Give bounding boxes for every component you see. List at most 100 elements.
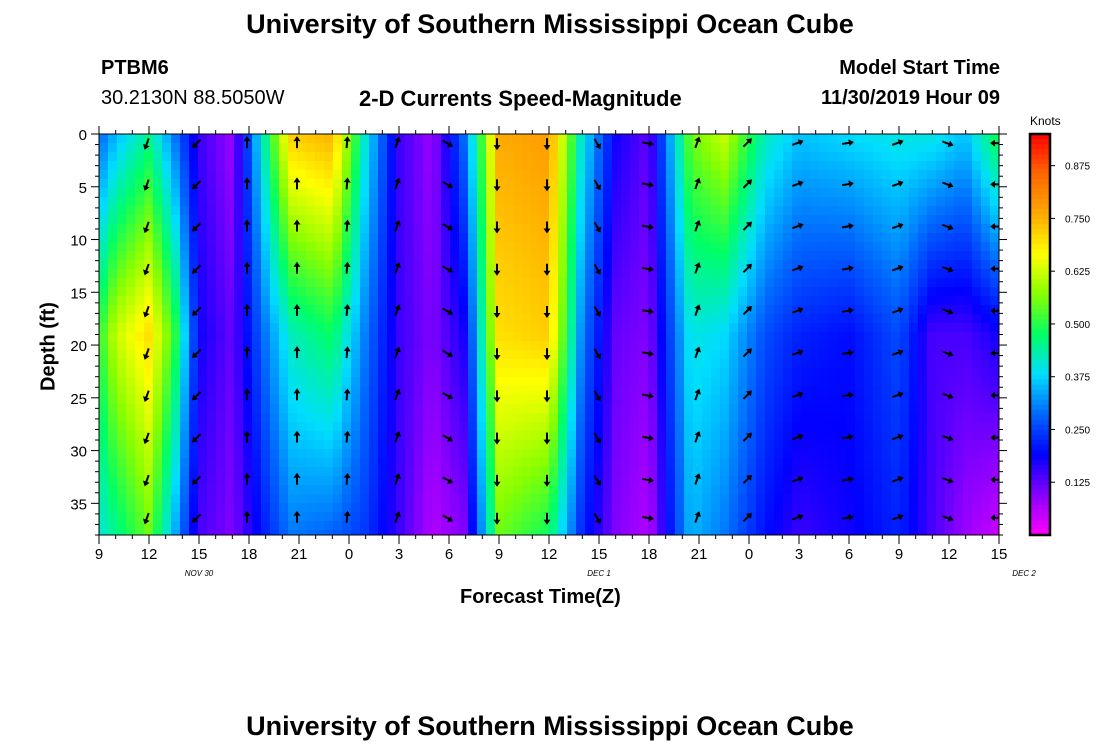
current-arrow xyxy=(791,222,804,230)
heatmap-cell xyxy=(612,179,622,189)
heatmap-cell xyxy=(387,377,397,387)
heatmap-cell xyxy=(702,368,712,378)
heatmap-cell xyxy=(441,134,451,144)
heatmap-cell xyxy=(639,530,649,535)
heatmap-cell xyxy=(594,314,604,324)
heatmap-cell xyxy=(513,242,523,252)
heatmap-cell xyxy=(720,278,730,288)
heatmap-cell xyxy=(846,503,856,513)
heatmap-cell xyxy=(414,485,424,495)
heatmap-cell xyxy=(603,314,613,324)
heatmap-cell xyxy=(747,332,757,342)
heatmap-cell xyxy=(513,179,523,189)
heatmap-cell xyxy=(747,521,757,531)
heatmap-cell xyxy=(414,278,424,288)
heatmap-cell xyxy=(567,278,577,288)
heatmap-cell xyxy=(702,278,712,288)
colorbar-segment xyxy=(1030,354,1050,361)
heatmap-cell xyxy=(126,215,136,225)
heatmap-cell xyxy=(189,368,199,378)
heatmap-cell xyxy=(378,278,388,288)
heatmap-cell xyxy=(918,206,928,216)
heatmap-cell xyxy=(918,485,928,495)
heatmap-cell xyxy=(756,305,766,315)
heatmap-cell xyxy=(342,269,352,279)
heatmap-cell xyxy=(369,359,379,369)
heatmap-cell xyxy=(333,233,343,243)
heatmap-cell xyxy=(468,512,478,522)
heatmap-cell xyxy=(189,233,199,243)
heatmap-cell xyxy=(414,404,424,414)
heatmap-cell xyxy=(738,152,748,162)
heatmap-cell xyxy=(126,323,136,333)
heatmap-cell xyxy=(180,269,190,279)
heatmap-cell xyxy=(810,305,820,315)
heatmap-cell xyxy=(792,413,802,423)
heatmap-cell xyxy=(855,188,865,198)
heatmap-cell xyxy=(468,440,478,450)
heatmap-cell xyxy=(711,170,721,180)
heatmap-cell xyxy=(981,161,991,171)
heatmap-cell xyxy=(117,386,127,396)
heatmap-cell xyxy=(774,170,784,180)
heatmap-cell xyxy=(405,134,415,144)
heatmap-cell xyxy=(531,278,541,288)
heatmap-cell xyxy=(324,494,334,504)
heatmap-cell xyxy=(189,467,199,477)
heatmap-cell xyxy=(477,161,487,171)
heatmap-cell xyxy=(909,287,919,297)
heatmap-cell xyxy=(333,485,343,495)
heatmap-cell xyxy=(666,143,676,153)
heatmap-cell xyxy=(810,161,820,171)
heatmap-cell xyxy=(369,251,379,261)
heatmap-cell xyxy=(810,260,820,270)
heatmap-cell xyxy=(324,377,334,387)
heatmap-cell xyxy=(549,332,559,342)
heatmap-cell xyxy=(189,503,199,513)
heatmap-cell xyxy=(297,197,307,207)
heatmap-cell xyxy=(171,188,181,198)
heatmap-cell xyxy=(414,242,424,252)
heatmap-cell xyxy=(324,206,334,216)
heatmap-cell xyxy=(756,296,766,306)
heatmap-cell xyxy=(369,341,379,351)
heatmap-cell xyxy=(729,206,739,216)
heatmap-cell xyxy=(126,422,136,432)
heatmap-cell xyxy=(864,296,874,306)
heatmap-cell xyxy=(666,179,676,189)
heatmap-cell xyxy=(909,188,919,198)
heatmap-cell xyxy=(693,278,703,288)
heatmap-cell xyxy=(495,341,505,351)
colorbar-segment xyxy=(1030,369,1050,376)
heatmap-cell xyxy=(342,233,352,243)
heatmap-cell xyxy=(288,395,298,405)
heatmap-cell xyxy=(459,485,469,495)
heatmap-cell xyxy=(747,404,757,414)
heatmap-cell xyxy=(594,431,604,441)
heatmap-cell xyxy=(135,512,145,522)
heatmap-cell xyxy=(783,188,793,198)
heatmap-cell xyxy=(432,143,442,153)
heatmap-cell xyxy=(810,206,820,216)
colorbar-segment xyxy=(1030,269,1050,275)
heatmap-cell xyxy=(981,359,991,369)
heatmap-cell xyxy=(882,440,892,450)
heatmap-cell xyxy=(738,440,748,450)
heatmap-cell xyxy=(981,152,991,162)
heatmap-cell xyxy=(279,143,289,153)
heatmap-cell xyxy=(297,206,307,216)
heatmap-cell xyxy=(423,368,433,378)
heatmap-cell xyxy=(549,314,559,324)
current-arrow xyxy=(941,392,954,400)
heatmap-cell xyxy=(954,530,964,535)
heatmap-cell xyxy=(144,251,154,261)
heatmap-cell xyxy=(360,305,370,315)
heatmap-cell xyxy=(738,269,748,279)
heatmap-cell xyxy=(801,260,811,270)
colorbar-segment xyxy=(1030,264,1050,270)
heatmap-cell xyxy=(522,332,532,342)
heatmap-cell xyxy=(675,242,685,252)
heatmap-cell xyxy=(621,323,631,333)
current-arrow xyxy=(293,472,301,485)
heatmap-cell xyxy=(351,314,361,324)
